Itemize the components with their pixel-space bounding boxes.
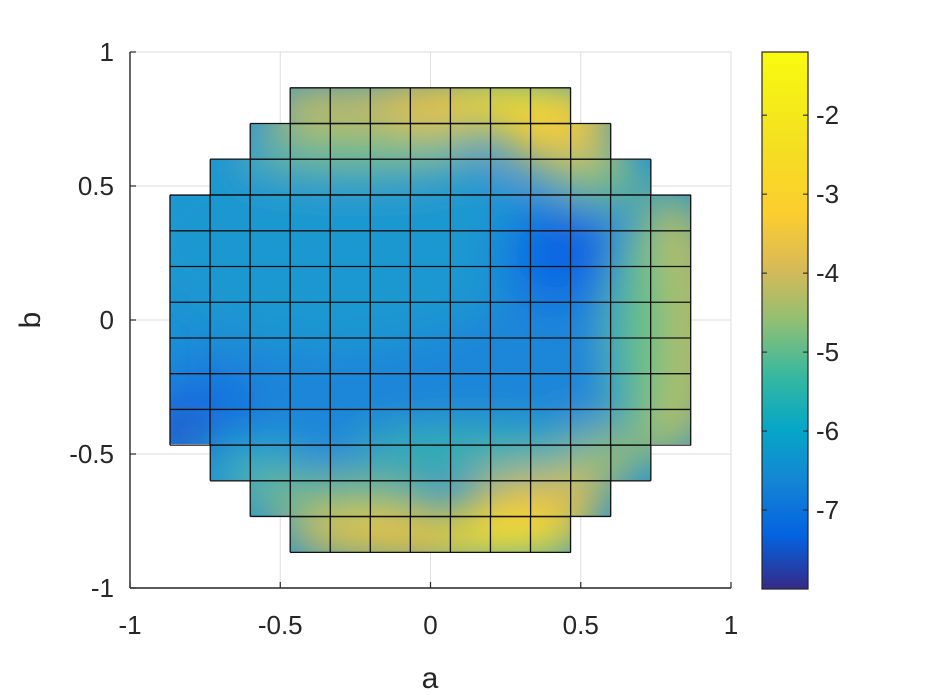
y-ticks: -1 -0.5 0 0.5 1: [69, 37, 136, 603]
x-axis-label: a: [422, 662, 439, 695]
y-axis-label: b: [14, 312, 47, 329]
y-tick-label: 0.5: [78, 171, 114, 201]
x-tick-label: -0.5: [258, 610, 303, 640]
colorbar: [761, 51, 809, 590]
colorbar-tick-label: -7: [816, 495, 839, 525]
colorbar-tick-label: -2: [816, 100, 839, 130]
y-tick-label: 1: [100, 37, 114, 67]
colorbar-tick-label: -4: [816, 258, 839, 288]
x-tick-label: -1: [118, 610, 141, 640]
y-tick-label: -1: [91, 573, 114, 603]
colorbar-tick-label: -3: [816, 179, 839, 209]
x-tick-label: 1: [724, 610, 738, 640]
heatmap-surface: [170, 88, 691, 552]
y-tick-label: 0: [100, 305, 114, 335]
x-tick-label: 0: [423, 610, 437, 640]
cell-grid: [169, 87, 692, 554]
x-tick-label: 0.5: [563, 610, 599, 640]
colorbar-tick-label: -6: [816, 416, 839, 446]
colorbar-ticks: -2 -3 -4 -5 -6 -7: [762, 100, 839, 525]
y-tick-label: -0.5: [69, 439, 114, 469]
colorbar-tick-label: -5: [816, 337, 839, 367]
x-ticks: -1 -0.5 0 0.5 1: [118, 582, 738, 640]
heatmap-field: [170, 88, 691, 552]
